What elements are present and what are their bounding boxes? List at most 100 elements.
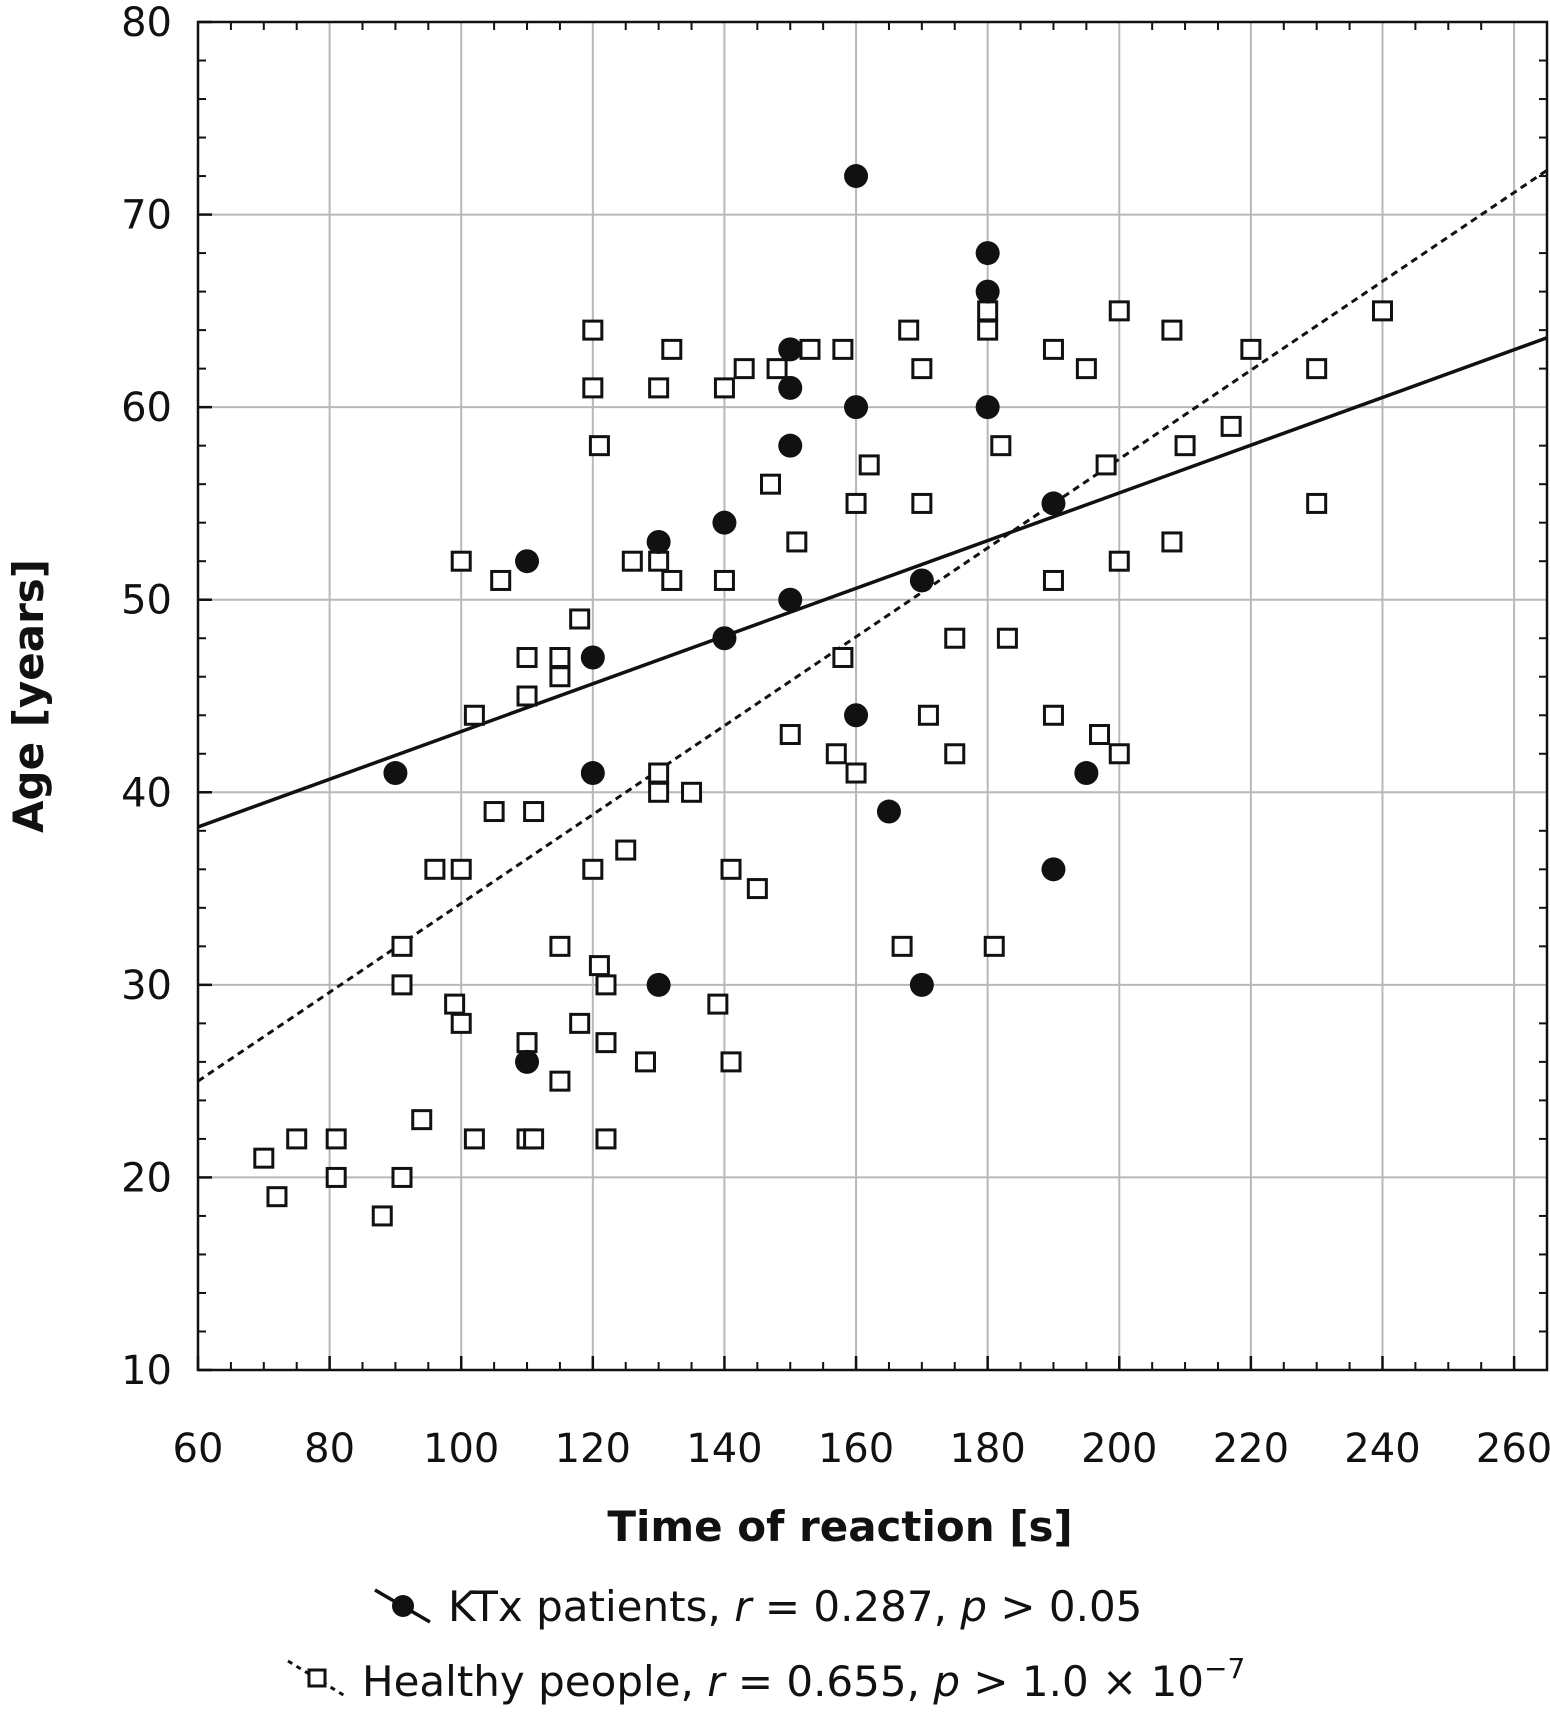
- healthy-point: [996, 627, 1018, 649]
- legend-ktx-r-symbol: r: [734, 1582, 754, 1631]
- healthy-point: [621, 550, 643, 572]
- legend-healthy-r-value: = 0.655,: [724, 1657, 933, 1706]
- healthy-point: [1220, 415, 1242, 437]
- healthy-point: [1108, 300, 1130, 322]
- healthy-point: [549, 935, 571, 957]
- healthy-point: [1095, 454, 1117, 476]
- healthy-point: [391, 935, 413, 957]
- healthy-point: [648, 781, 670, 803]
- x-tick-labels: 60 80 100 120 140 160 180 200 220 240 260: [173, 1426, 1550, 1472]
- ktx-point: [975, 279, 1000, 304]
- y-tick-label-20: 20: [121, 1155, 172, 1201]
- healthy-point: [1161, 531, 1183, 553]
- legend-ktx-marker: [392, 1595, 414, 1617]
- healthy-point: [891, 935, 913, 957]
- healthy-point: [1089, 724, 1111, 746]
- data-points: [253, 164, 1393, 1227]
- healthy-point: [720, 858, 742, 880]
- healthy-point: [681, 781, 703, 803]
- healthy-point: [286, 1128, 308, 1150]
- x-axis-title: Time of reaction [s]: [607, 1502, 1072, 1551]
- ktx-point: [778, 337, 803, 362]
- y-tick-label-80: 80: [121, 0, 172, 46]
- healthy-point: [1371, 300, 1393, 322]
- healthy-point: [1108, 743, 1130, 765]
- healthy-point: [825, 743, 847, 765]
- healthy-point: [713, 377, 735, 399]
- healthy-point: [733, 358, 755, 380]
- healthy-point: [634, 1051, 656, 1073]
- healthy-point: [549, 646, 571, 668]
- healthy-point: [648, 550, 670, 572]
- healthy-point: [450, 1012, 472, 1034]
- healthy-point: [799, 338, 821, 360]
- healthy-point: [463, 704, 485, 726]
- healthy-point: [779, 724, 801, 746]
- healthy-point: [832, 338, 854, 360]
- x-tick-label-160: 160: [818, 1426, 894, 1472]
- healthy-point: [325, 1128, 347, 1150]
- healthy-point: [760, 473, 782, 495]
- ktx-point: [1041, 491, 1066, 516]
- ktx-point: [876, 799, 901, 824]
- ktx-point: [712, 626, 737, 651]
- healthy-point: [786, 531, 808, 553]
- healthy-point: [549, 1070, 571, 1092]
- healthy-point: [911, 358, 933, 380]
- legend-entry-ktx: KTx patients, r = 0.287, p > 0.05: [374, 1582, 1142, 1631]
- healthy-point: [582, 319, 604, 341]
- x-tick-label-120: 120: [555, 1426, 631, 1472]
- x-tick-label-180: 180: [949, 1426, 1025, 1472]
- legend-healthy-r-symbol: r: [707, 1657, 727, 1706]
- healthy-point: [371, 1205, 393, 1227]
- y-tick-labels: 10 20 30 40 50 60 70 80: [121, 0, 172, 1394]
- healthy-point: [588, 435, 610, 457]
- healthy-point: [707, 993, 729, 1015]
- legend-ktx-r-value: = 0.287,: [751, 1582, 960, 1631]
- legend-healthy-p-exponent: −7: [1204, 1652, 1245, 1685]
- x-tick-label-220: 220: [1213, 1426, 1289, 1472]
- x-tick-label-260: 260: [1476, 1426, 1550, 1472]
- healthy-point: [977, 319, 999, 341]
- legend: KTx patients, r = 0.287, p > 0.05 Health…: [287, 1582, 1245, 1706]
- healthy-point: [463, 1128, 485, 1150]
- healthy-point: [713, 569, 735, 591]
- healthy-point: [549, 666, 571, 688]
- ktx-point: [975, 395, 1000, 420]
- healthy-point: [1108, 550, 1130, 572]
- ktx-point: [778, 433, 803, 458]
- y-axis-title: Age [years]: [4, 559, 53, 833]
- healthy-point: [1240, 338, 1262, 360]
- ktx-point: [646, 972, 671, 997]
- ktx-point: [909, 972, 934, 997]
- healthy-point: [411, 1109, 433, 1131]
- healthy-point: [1306, 358, 1328, 380]
- ktx-point: [778, 375, 803, 400]
- legend-ktx-label: KTx patients, r = 0.287, p > 0.05: [448, 1582, 1142, 1631]
- ktx-point: [844, 164, 869, 189]
- healthy-point: [1042, 704, 1064, 726]
- ktx-point: [909, 568, 934, 593]
- ktx-point: [778, 587, 803, 612]
- y-tick-label-40: 40: [121, 770, 172, 816]
- healthy-point: [595, 1032, 617, 1054]
- ktx-point: [515, 1049, 540, 1074]
- healthy-point: [1042, 569, 1064, 591]
- legend-ktx-p-value: > 0.05: [987, 1582, 1142, 1631]
- legend-entry-healthy: Healthy people, r = 0.655, p > 1.0 × 10−…: [287, 1652, 1245, 1706]
- legend-healthy-marker: [307, 1668, 327, 1688]
- y-tick-label-30: 30: [121, 963, 172, 1009]
- minor-ticks: [196, 20, 1547, 1372]
- healthy-point: [523, 1128, 545, 1150]
- y-tick-label-70: 70: [121, 193, 172, 239]
- trend-lines: [198, 169, 1547, 1083]
- x-tick-label-100: 100: [423, 1426, 499, 1472]
- legend-healthy-p-value: > 1.0 × 10: [960, 1657, 1204, 1706]
- healthy-point: [858, 454, 880, 476]
- ktx-point: [712, 510, 737, 535]
- legend-healthy-label: Healthy people, r = 0.655, p > 1.0 × 10−…: [362, 1652, 1245, 1706]
- ktx-point: [1074, 761, 1099, 786]
- healthy-point: [595, 974, 617, 996]
- healthy-point: [983, 935, 1005, 957]
